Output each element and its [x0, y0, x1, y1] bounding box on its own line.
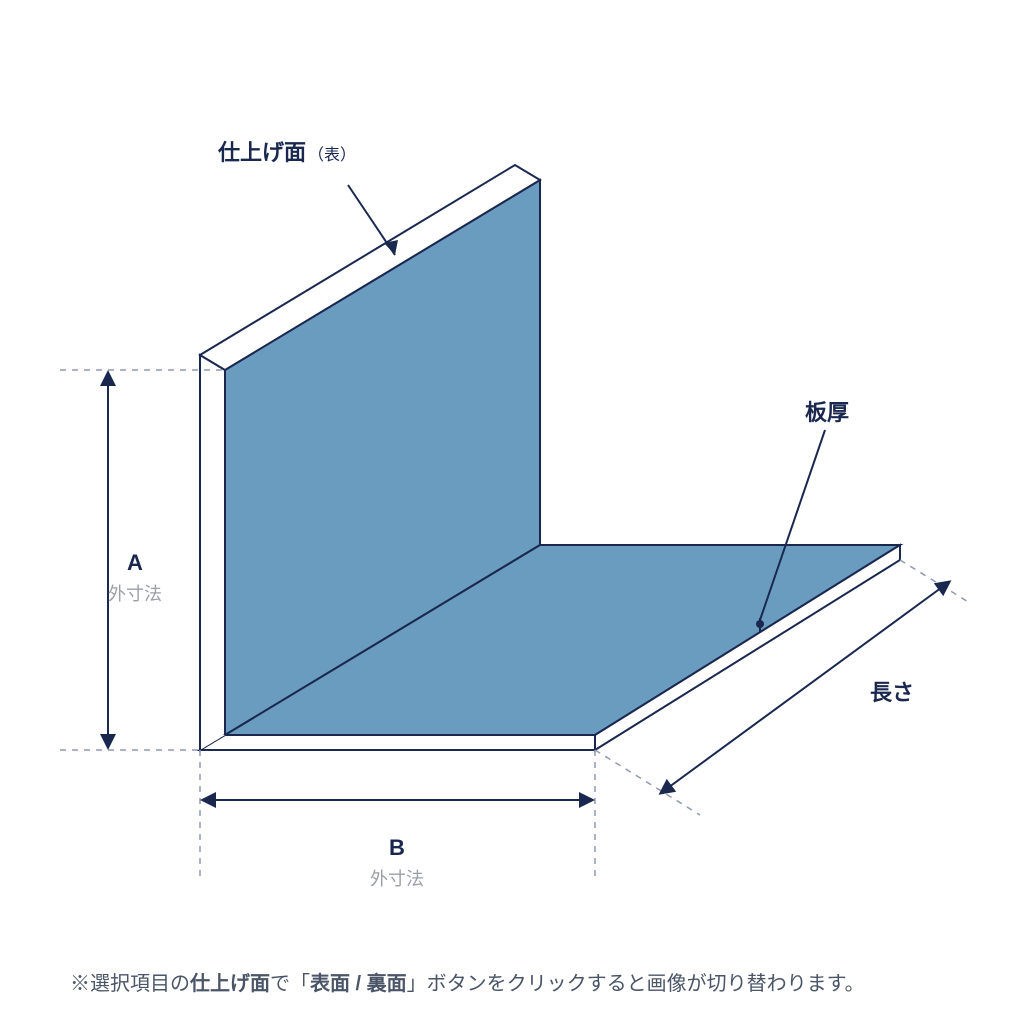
label-finish-main: 仕上げ面（表）	[217, 140, 356, 165]
horizontal-front-face	[200, 735, 595, 750]
angle-diagram: 仕上げ面（表） 板厚 A 外寸法 B 外寸法 長さ ※選択項目の仕上げ面で「表面…	[0, 0, 1024, 1024]
dash-len-near	[595, 750, 700, 815]
label-B-sub: 外寸法	[370, 869, 424, 889]
label-B: B	[389, 835, 405, 860]
label-thickness: 板厚	[805, 400, 849, 425]
label-A: A	[127, 550, 143, 575]
footer-note: ※選択項目の仕上げ面で「表面 / 裏面」ボタンをクリックすると画像が切り替わりま…	[70, 971, 865, 995]
vertical-outer-face	[200, 355, 225, 750]
label-length: 長さ	[870, 680, 914, 705]
dash-len-far	[900, 560, 970, 603]
label-A-sub: 外寸法	[108, 584, 162, 604]
